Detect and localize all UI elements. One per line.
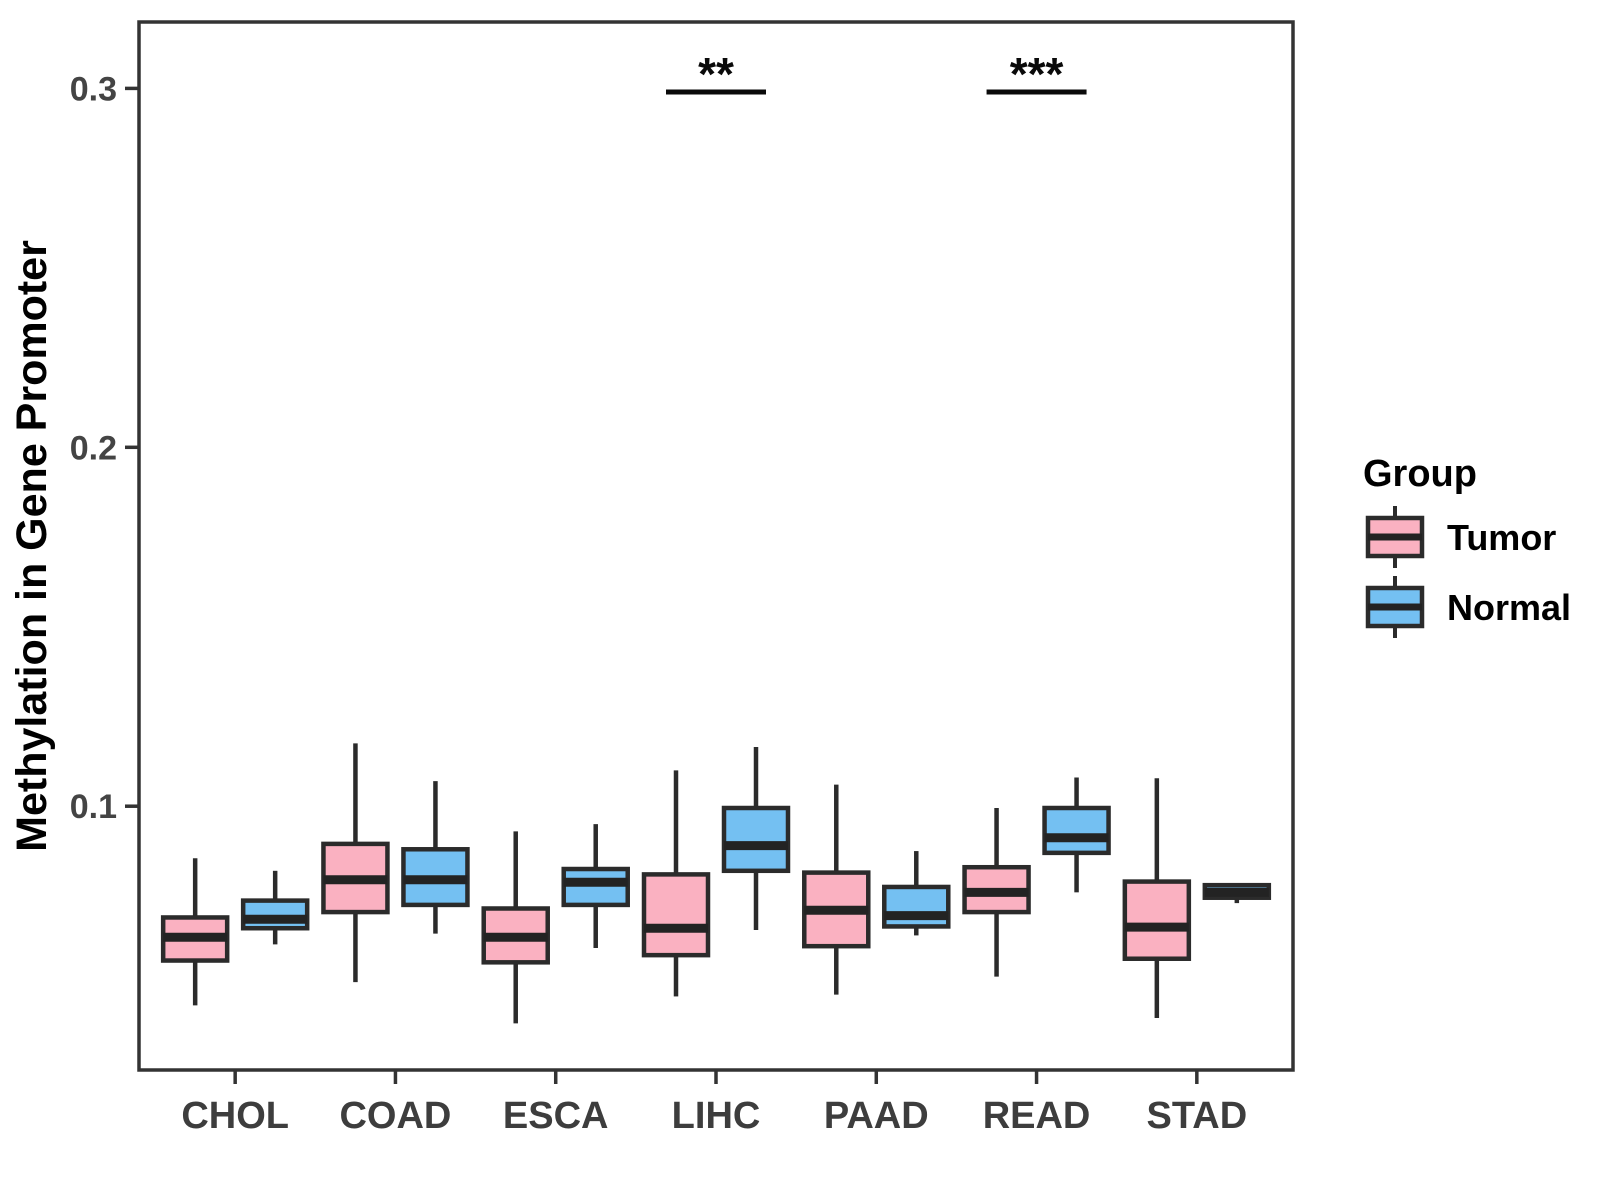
iqr-box [641,872,711,958]
y-axis-tick-label: 0.1 [70,788,117,826]
box-normal-stad [1202,882,1272,904]
legend: Group Tumor Normal [1363,453,1571,638]
box-normal-chol [240,870,310,945]
legend-title: Group [1363,453,1477,495]
legend-entry-tumor: Tumor [1365,506,1556,568]
x-axis-tick-label: LIHC [672,1095,761,1137]
significance-label: *** [1010,48,1064,100]
box-tumor-chol [160,858,230,1006]
x-axis-tick-label: READ [983,1095,1091,1137]
box-tumor-paad [802,784,871,995]
y-axis-tick-label: 0.2 [70,429,117,467]
legend-entry-label: Tumor [1447,517,1556,558]
significance-marker-lihc: ** [666,48,766,100]
iqr-box [240,898,310,931]
x-axis-tick-label: PAAD [824,1095,929,1137]
box-normal-coad [401,781,470,934]
plot-panel [137,20,1295,1072]
box-tumor-coad [321,743,390,983]
box-tumor-lihc [641,770,711,997]
box-tumor-read [962,808,1031,977]
box-tumor-esca [481,831,550,1024]
iqr-box [882,884,951,929]
significance-marker-read: *** [986,48,1087,100]
x-axis-tick-label: ESCA [503,1095,609,1137]
iqr-box [1042,805,1111,856]
legend-entry-label: Normal [1447,587,1571,628]
legend-entry-normal: Normal [1365,576,1571,638]
box-normal-esca [561,824,630,948]
significance-label: ** [698,48,734,100]
y-axis-tick-label: 0.3 [70,70,117,108]
iqr-box [1122,879,1192,961]
x-axis-tick-label: STAD [1147,1095,1248,1137]
y-axis-title: Methylation in Gene Promoter [8,240,56,852]
x-axis-tick-label: CHOL [181,1095,289,1137]
box-normal-paad [882,851,951,936]
iqr-box [721,805,791,874]
iqr-box [561,866,630,908]
box-tumor-stad [1122,778,1192,1018]
x-axis-tick-label: COAD [339,1095,451,1137]
box-normal-lihc [721,746,791,931]
box-normal-read [1042,777,1111,893]
